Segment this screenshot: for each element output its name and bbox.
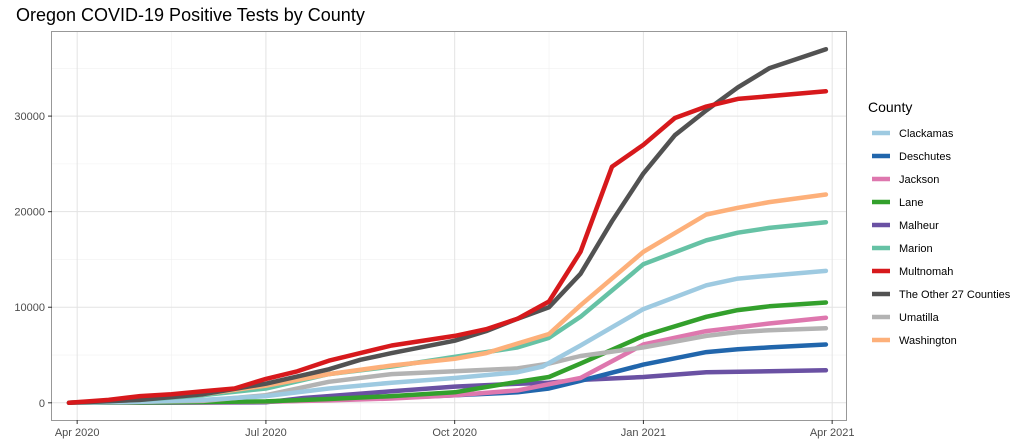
legend-entry: Malheur [899,220,939,232]
legend-entry: Clackamas [899,128,954,140]
y-tick-label: 30000 [14,111,45,123]
legend-entry: Multnomah [899,266,953,278]
legend-entry: Jackson [899,174,939,186]
legend-entry: Deschutes [899,151,951,163]
legend-title: County [868,99,912,115]
series-line-lane [66,300,829,406]
x-tick-label: Oct 2020 [432,427,477,439]
series-lines [66,46,829,406]
legend-entry: Lane [899,197,923,209]
y-tick-label: 10000 [14,302,45,314]
series-line-multnomah [66,89,829,406]
x-tick-label: Apr 2021 [810,427,855,439]
legend-entry: The Other 27 Counties [899,289,1011,301]
legend-entry: Umatilla [899,312,940,324]
gridlines [52,32,846,420]
series-line-clackamas [66,268,829,406]
y-tick-label: 0 [39,398,45,410]
chart-title: Oregon COVID-19 Positive Tests by County [16,5,365,25]
legend-entry: Marion [899,243,933,255]
legend-entry: Washington [899,335,957,347]
x-tick-label: Jul 2020 [245,427,287,439]
legend: County Clackamas Deschutes Jackson Lane Malh… [868,99,1011,347]
x-tick-label: Jan 2021 [621,427,666,439]
plot-panel [51,31,847,421]
y-tick-label: 20000 [14,207,45,219]
x-tick-label: Apr 2020 [55,427,100,439]
axis-ticks: 0 10000 20000 30000 Apr 2020 Jul 2020 Oct 2020… [14,111,854,439]
